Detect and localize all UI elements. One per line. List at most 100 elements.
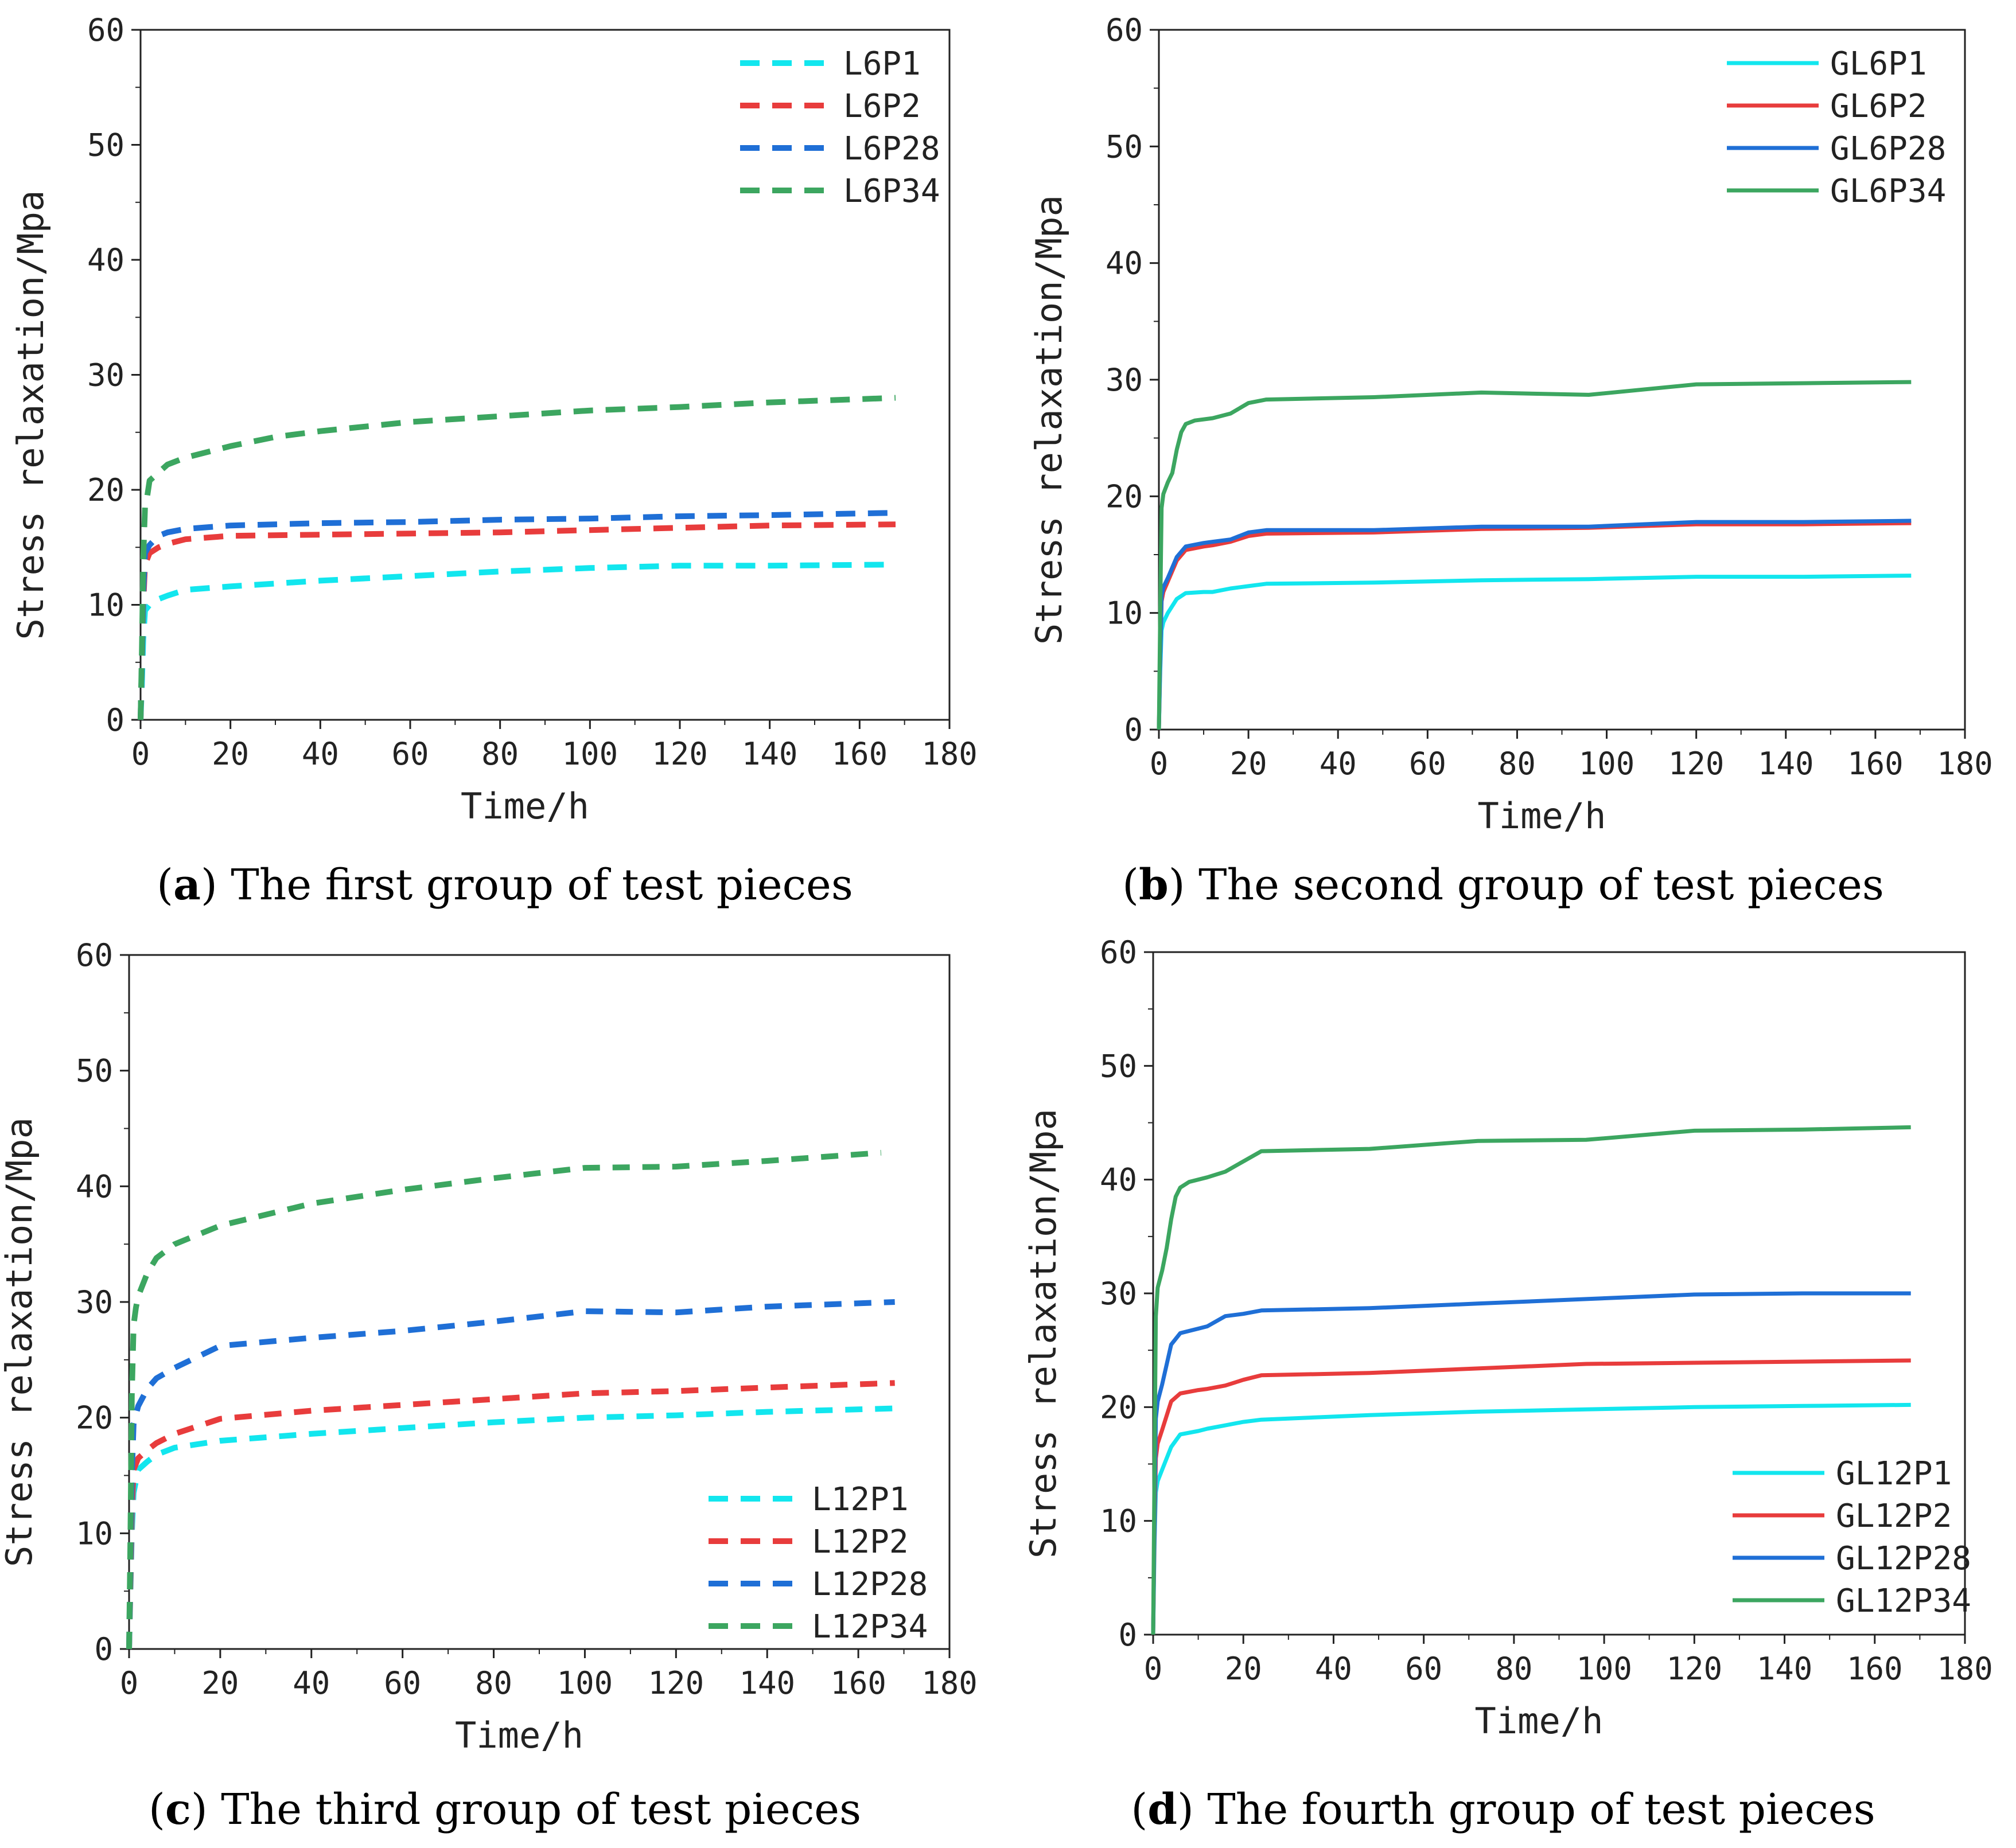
plot-frame-a xyxy=(139,29,951,721)
y-tick-label-d-0: 0 xyxy=(1118,1617,1137,1653)
y-tick-label-d-10: 10 xyxy=(1100,1503,1137,1539)
caption-a-text: The first group of test pieces xyxy=(231,860,853,910)
legend-label-c-l12p28: L12P28 xyxy=(812,1566,928,1603)
x-tick-label-c-160: 160 xyxy=(830,1665,886,1701)
legend-label-c-l12p34: L12P34 xyxy=(812,1608,928,1646)
caption-b-letter: b xyxy=(1138,860,1169,910)
y-tick-label-c-50: 50 xyxy=(76,1053,113,1089)
series-line-b-gl6p1 xyxy=(1157,574,1912,730)
series-line-c-l12p1 xyxy=(126,1405,895,1650)
y-tick-label-a-10: 10 xyxy=(87,587,124,623)
series-line-a-l6p1 xyxy=(138,562,896,720)
legend-a: L6P1 L6P2 L6P28 L6P34 xyxy=(740,45,940,210)
x-axis-label-a: Time/h xyxy=(461,785,589,827)
y-tick-label-c-20: 20 xyxy=(76,1400,113,1436)
x-tick-label-b-160: 160 xyxy=(1847,746,1904,782)
chart-panel-a: 0 20 40 60 80 100 120 140 160 180 0 10 20 30 40 50 60 Tim… xyxy=(10,12,978,827)
y-tick-label-a-30: 30 xyxy=(87,357,124,393)
legend-label-a-l6p2: L6P2 xyxy=(843,88,921,125)
y-tick-label-d-50: 50 xyxy=(1100,1048,1137,1084)
series-line-c-l12p28 xyxy=(126,1299,895,1650)
y-tick-label-b-40: 40 xyxy=(1106,245,1143,282)
x-axis-label-c: Time/h xyxy=(455,1714,583,1756)
x-tick-label-c-100: 100 xyxy=(557,1665,613,1701)
series-line-c-l12p34 xyxy=(126,1149,882,1650)
x-tick-label-d-60: 60 xyxy=(1405,1651,1442,1687)
x-tick-label-b-60: 60 xyxy=(1409,746,1446,782)
y-tick-label-c-40: 40 xyxy=(76,1168,113,1204)
legend-label-a-l6p34: L6P34 xyxy=(843,173,940,210)
x-tick-label-c-120: 120 xyxy=(648,1665,705,1701)
x-tick-label-c-180: 180 xyxy=(921,1665,978,1701)
chart-panel-b: 0 20 40 60 80 100 120 140 160 180 0 10 20 30 40 50 60 Tim… xyxy=(1028,12,1993,837)
caption-b-text: The second group of test pieces xyxy=(1198,860,1884,910)
y-tick-label-c-30: 30 xyxy=(76,1284,113,1320)
y-tick-label-d-20: 20 xyxy=(1100,1389,1137,1425)
y-tick-label-a-50: 50 xyxy=(87,127,124,163)
x-tick-label-c-20: 20 xyxy=(201,1665,239,1701)
caption-c: (c) The third group of test pieces xyxy=(148,1785,862,1834)
legend-label-c-l12p2: L12P2 xyxy=(812,1523,909,1561)
legend-d: GL12P1 GL12P2 GL12P28 GL12P34 xyxy=(1733,1455,1971,1620)
x-tick-label-b-40: 40 xyxy=(1320,746,1357,782)
series-line-d-gl12p28 xyxy=(1151,1291,1911,1635)
series-line-a-l6p34 xyxy=(138,395,896,720)
legend-label-b-gl6p2: GL6P2 xyxy=(1830,88,1927,125)
series-line-d-gl12p34 xyxy=(1151,1125,1911,1635)
legend-b: GL6P1 GL6P2 GL6P28 GL6P34 xyxy=(1727,45,1946,210)
series-line-c-l12p2 xyxy=(126,1380,895,1650)
series-line-b-gl6p34 xyxy=(1157,380,1912,730)
legend-label-a-l6p1: L6P1 xyxy=(843,45,921,83)
legend-label-b-gl6p34: GL6P34 xyxy=(1830,173,1946,210)
series-line-b-gl6p2 xyxy=(1157,521,1912,730)
x-tick-label-c-40: 40 xyxy=(293,1665,330,1701)
x-tick-label-d-80: 80 xyxy=(1495,1651,1532,1687)
series-line-a-l6p2 xyxy=(138,521,896,720)
y-tick-label-c-60: 60 xyxy=(76,937,113,973)
x-tick-label-a-120: 120 xyxy=(652,736,708,772)
x-tick-label-a-180: 180 xyxy=(921,736,978,772)
y-tick-label-b-10: 10 xyxy=(1106,595,1143,631)
caption-c-text: The third group of test pieces xyxy=(221,1785,862,1834)
x-tick-label-a-100: 100 xyxy=(562,736,618,772)
legend-label-d-gl12p1: GL12P1 xyxy=(1836,1455,1952,1492)
y-axis-label-d: Stress relaxation/Mpa xyxy=(1022,1109,1064,1558)
y-tick-label-a-0: 0 xyxy=(106,702,124,738)
x-axis-label-d: Time/h xyxy=(1475,1700,1604,1742)
x-tick-label-b-180: 180 xyxy=(1937,746,1993,782)
x-tick-label-a-40: 40 xyxy=(302,736,339,772)
legend-label-b-gl6p28: GL6P28 xyxy=(1830,130,1946,167)
x-tick-label-c-80: 80 xyxy=(475,1665,512,1701)
x-tick-label-d-120: 120 xyxy=(1667,1651,1723,1687)
y-tick-label-c-10: 10 xyxy=(76,1515,113,1551)
legend-c: L12P1 L12P2 L12P28 L12P34 xyxy=(709,1481,928,1646)
y-tick-label-d-30: 30 xyxy=(1100,1276,1137,1312)
y-axis-label-a: Stress relaxation/Mpa xyxy=(10,190,52,640)
x-tick-label-b-120: 120 xyxy=(1668,746,1725,782)
y-tick-label-d-40: 40 xyxy=(1100,1162,1137,1198)
x-tick-label-a-20: 20 xyxy=(212,736,249,772)
x-tick-label-d-40: 40 xyxy=(1315,1651,1352,1687)
x-tick-label-a-80: 80 xyxy=(481,736,519,772)
x-tick-label-b-140: 140 xyxy=(1758,746,1814,782)
x-tick-label-b-0: 0 xyxy=(1150,746,1169,782)
x-tick-label-b-80: 80 xyxy=(1499,746,1536,782)
x-axis-label-b: Time/h xyxy=(1478,795,1606,837)
caption-d-letter: d xyxy=(1147,1785,1177,1834)
y-tick-label-a-40: 40 xyxy=(87,242,124,278)
caption-c-letter: c xyxy=(165,1785,191,1834)
legend-label-d-gl12p34: GL12P34 xyxy=(1836,1582,1971,1620)
caption-b: (b) The second group of test pieces xyxy=(1122,860,1884,910)
legend-label-d-gl12p28: GL12P28 xyxy=(1836,1540,1971,1577)
x-tick-label-a-60: 60 xyxy=(391,736,429,772)
y-axis-label-b: Stress relaxation/Mpa xyxy=(1028,195,1070,645)
y-tick-label-a-20: 20 xyxy=(87,472,124,508)
caption-d-text: The fourth group of test pieces xyxy=(1207,1785,1875,1834)
x-tick-label-d-160: 160 xyxy=(1847,1651,1903,1687)
y-tick-label-c-0: 0 xyxy=(94,1631,113,1667)
legend-label-b-gl6p1: GL6P1 xyxy=(1830,45,1927,83)
x-tick-label-d-20: 20 xyxy=(1225,1651,1262,1687)
y-tick-label-b-30: 30 xyxy=(1106,362,1143,398)
caption-a-letter: a xyxy=(173,860,201,910)
